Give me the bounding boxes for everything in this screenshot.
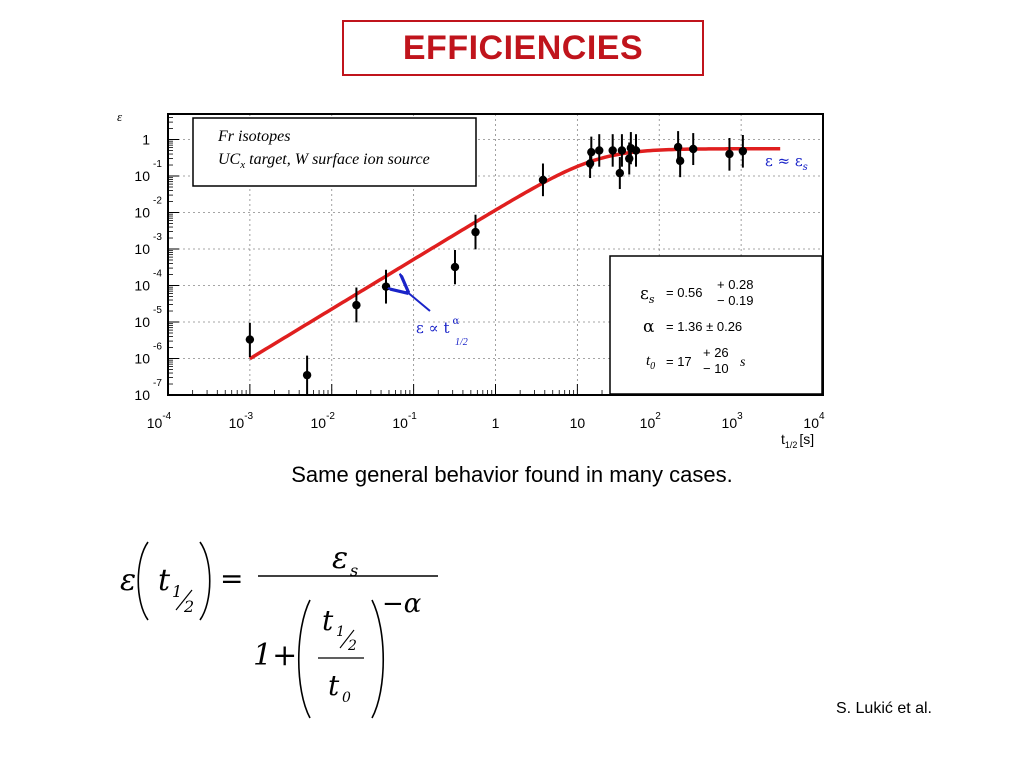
data-point (585, 159, 595, 168)
formula-eps-s-sub: s (350, 561, 358, 580)
slope-arrow (406, 291, 431, 312)
formula-half-slash (175, 589, 193, 611)
data-point (381, 282, 391, 291)
x-tick-label: 10 (570, 415, 586, 431)
formula-half-den: 2 (183, 597, 194, 616)
y-tick-exponent: -3 (153, 232, 162, 243)
formula-t0: t (328, 669, 340, 702)
data-point (595, 146, 604, 155)
y-tick-label: 10 (134, 387, 150, 403)
y-tick-label: 10 (134, 351, 150, 367)
legend-line-isotopes: Fr isotopes (217, 128, 290, 145)
formula-t: t (158, 563, 171, 598)
y-tick-label: 10 (134, 314, 150, 330)
data-point (608, 146, 617, 155)
formula-big-left-paren (297, 599, 311, 719)
data-points (245, 131, 748, 395)
x-axis-label: t1/2 [s] (781, 431, 814, 450)
y-tick-exponent: -7 (153, 378, 162, 389)
y-tick-exponent: -1 (153, 159, 162, 170)
data-point (738, 146, 748, 156)
x-tick-label: 10-4 (147, 411, 172, 431)
alpha-value: = 1.36 ± 0.26 (666, 319, 742, 334)
eps-s-value: = 0.56 (666, 285, 703, 300)
data-point (538, 175, 548, 185)
formula-inner-half-den: 2 (347, 638, 357, 654)
y-tick-exponent: -6 (153, 342, 162, 353)
t0-symbol: t0 (646, 353, 655, 372)
y-tick-exponent: -2 (153, 196, 162, 207)
y-tick-label: 10 (134, 205, 150, 221)
caption: Same general behavior found in many case… (291, 462, 733, 487)
data-point (245, 335, 255, 344)
data-point (352, 300, 361, 310)
legend-box: Fr isotopes UCx target, W surface ion so… (192, 117, 477, 187)
y-tick-exponent: -5 (153, 305, 162, 316)
eps-s-plus-error: + 0.28 (717, 277, 754, 292)
formula-right-paren (199, 541, 211, 621)
y-axis-label: ε (117, 109, 123, 124)
eps-s-minus-error: − 0.19 (717, 293, 754, 308)
x-tick-label: 103 (722, 411, 744, 431)
legend-line-target: UCx target, W surface ion source (218, 151, 430, 171)
x-tick-labels: 10-4 10-3 10-2 10-1 1 10 102 103 104 (147, 411, 825, 431)
x-tick-label: 104 (803, 411, 825, 431)
data-point (631, 146, 641, 155)
y-tick-label: 1 (142, 132, 150, 148)
t0-minus-error: − 10 (703, 361, 729, 376)
formula-inner-half-num: 1 (336, 624, 345, 640)
formula-exponent: −α (382, 589, 422, 619)
data-point (587, 147, 596, 157)
y-tick-label: 10 (134, 241, 150, 257)
plateau-annotation: ε ≈ εs (765, 152, 808, 173)
data-point (675, 156, 685, 166)
data-point (617, 146, 627, 155)
t0-value: = 17 (666, 354, 692, 369)
data-point (450, 262, 460, 272)
author-credit: S. Lukić et al. (835, 700, 932, 717)
efficiency-formula: ε t 1 2 = ε s 1+ t 1 2 t 0 −α (120, 541, 438, 719)
efficiency-chart: 110-110-210-310-410-510-610-7 10-4 10-3 10… (117, 109, 825, 450)
data-point (615, 168, 625, 178)
x-tick-label: 10-3 (229, 411, 254, 431)
data-point (471, 227, 480, 237)
y-tick-label: 10 (134, 278, 150, 294)
x-tick-label: 10-1 (392, 411, 417, 431)
data-point (689, 144, 698, 154)
slope-annotation-sub: 1/2 (455, 337, 468, 348)
slide-title: EFFICIENCIES (402, 28, 644, 67)
data-point (302, 370, 312, 380)
x-tick-label: 102 (640, 411, 662, 431)
formula-half-num: 1 (172, 582, 182, 601)
formula-left-paren (137, 541, 149, 621)
y-tick-labels: 110-110-210-310-410-510-610-7 (134, 132, 162, 403)
formula-eps-s: ε (332, 541, 348, 576)
data-point (625, 154, 634, 163)
formula-inner-half-slash (339, 629, 355, 649)
formula-equals: = (220, 562, 243, 595)
data-point (725, 149, 734, 159)
t0-plus-error: + 26 (703, 345, 729, 360)
formula-one-plus: 1+ (253, 638, 297, 673)
eps-s-symbol: εs (640, 284, 655, 306)
fit-parameters-box: εs = 0.56 + 0.28 − 0.19 α = 1.36 ± 0.26 … (609, 255, 823, 395)
formula-eps: ε (120, 563, 136, 598)
y-tick-exponent: -4 (153, 269, 162, 280)
formula-t0-sub: 0 (342, 690, 351, 706)
alpha-symbol: α (643, 317, 655, 337)
t0-unit: s (740, 355, 746, 370)
formula-big-right-paren (371, 599, 385, 719)
title-box: EFFICIENCIES (342, 20, 704, 76)
x-tick-label: 1 (492, 415, 500, 431)
y-tick-label: 10 (134, 168, 150, 184)
formula-t-half: t (322, 604, 334, 637)
x-tick-label: 10-2 (311, 411, 336, 431)
plot-frame (167, 113, 824, 396)
